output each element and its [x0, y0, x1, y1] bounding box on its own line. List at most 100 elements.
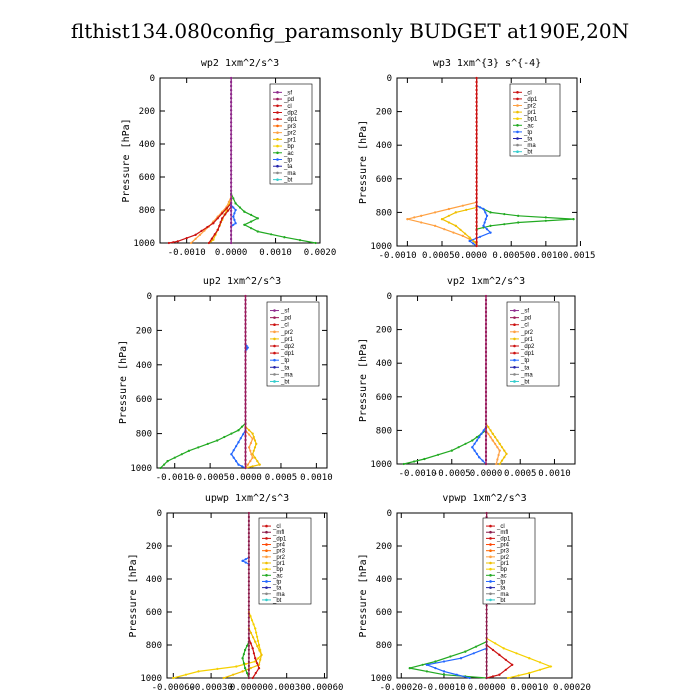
legend-marker [265, 580, 268, 583]
series-marker [256, 460, 259, 463]
series-marker [212, 222, 215, 225]
series-marker [505, 452, 508, 455]
series-marker [494, 642, 497, 645]
series-marker [475, 439, 478, 442]
series-marker [489, 429, 492, 432]
series-marker [244, 422, 247, 426]
series-marker [251, 437, 254, 440]
legend-marker [276, 91, 279, 94]
legend-marker [276, 158, 279, 161]
series-marker [248, 446, 251, 449]
series-marker [247, 600, 250, 603]
series-marker [484, 430, 488, 434]
series-marker [484, 338, 488, 342]
legend-marker [276, 151, 279, 155]
series-marker [475, 228, 478, 232]
legend-label: _ma [283, 171, 296, 177]
series-marker [230, 109, 233, 112]
legend-marker [265, 537, 268, 540]
series-marker [247, 511, 250, 515]
series-marker [484, 346, 488, 350]
series-marker [249, 667, 252, 670]
series-marker [230, 113, 233, 116]
series-marker [254, 671, 257, 675]
x-tick-label: 0.0010 [300, 473, 333, 483]
series-marker [180, 453, 183, 456]
x-tick-labels: -0.0010 0.00050.0000 0.000500.00100.0015 [379, 251, 596, 261]
series-marker [475, 124, 478, 128]
series-marker [497, 453, 500, 457]
series-marker [517, 674, 520, 677]
legend-label: _mfl [272, 530, 284, 536]
series-marker [572, 218, 575, 221]
series-marker [238, 206, 242, 209]
series-marker [244, 310, 247, 314]
series-marker [538, 661, 542, 664]
series-marker [230, 213, 233, 216]
legend-label: _cl [496, 524, 505, 530]
series-marker [503, 223, 506, 226]
series-marker [246, 346, 249, 349]
legend-label: _sf [280, 309, 289, 315]
series-marker [475, 240, 478, 244]
series-marker [213, 233, 216, 236]
legend-marker [265, 524, 268, 528]
series-marker [244, 306, 247, 310]
series-marker [245, 671, 249, 675]
legend-label: _mfl [496, 530, 508, 536]
y-tick-label: 600 [376, 393, 392, 403]
legend-box [266, 301, 320, 387]
legend-label: _ma [496, 592, 509, 598]
series-marker [230, 197, 233, 200]
plot-frame [166, 512, 328, 679]
series-marker [484, 374, 488, 378]
y-tick-label: 800 [146, 641, 162, 651]
legend-marker [273, 330, 276, 334]
legend-marker [489, 574, 492, 577]
legend-marker [489, 598, 492, 602]
series-marker [472, 652, 475, 655]
legend-label: _dp1 [272, 536, 287, 542]
series-marker [244, 430, 247, 434]
y-tick-label: 800 [139, 206, 155, 216]
legend-marker [273, 365, 276, 369]
series-marker [247, 536, 250, 539]
y-tick-label: 0 [150, 74, 155, 84]
series-marker [230, 161, 233, 164]
series-marker [485, 640, 488, 643]
series-marker [484, 314, 488, 318]
legend-label: _pr3 [283, 124, 297, 130]
series-marker [484, 330, 488, 334]
series-marker [485, 228, 489, 231]
legend-label: _ma [280, 372, 293, 378]
legend-marker [273, 358, 276, 362]
series-marker [250, 619, 254, 622]
series-marker [244, 362, 247, 366]
series-marker [230, 193, 233, 196]
series-marker [249, 442, 252, 445]
series-marker [478, 456, 481, 459]
series-marker [252, 652, 255, 655]
series-marker [230, 93, 233, 96]
series-marker [247, 644, 250, 647]
series-marker [464, 650, 467, 653]
series-marker [489, 436, 492, 439]
legend-marker [489, 537, 492, 540]
series-marker [216, 667, 219, 671]
series-marker [230, 177, 233, 180]
legend-label: _cl [280, 323, 289, 329]
series-marker [244, 454, 247, 458]
series-marker [250, 227, 253, 230]
series-marker [544, 219, 547, 222]
series-marker [250, 213, 253, 216]
legend-marker [276, 131, 279, 134]
x-tick-label: -0.00010 [422, 683, 465, 693]
series-marker [484, 406, 488, 410]
legend-label: _ta [272, 586, 282, 592]
series-line-pr1 [245, 426, 261, 469]
legend-marker [513, 351, 516, 355]
series-marker [247, 540, 250, 543]
series-marker [255, 442, 258, 445]
y-tick-label: 400 [376, 359, 392, 369]
series-marker [244, 418, 247, 422]
